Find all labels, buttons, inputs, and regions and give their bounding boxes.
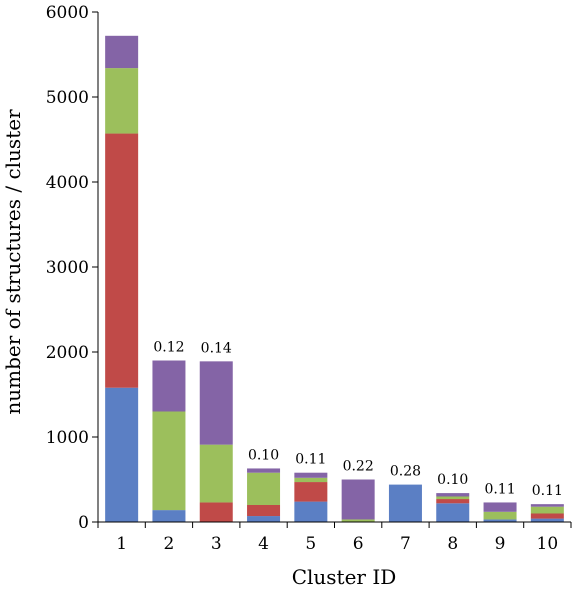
bar-annotation: 0.28: [390, 464, 421, 480]
y-axis-title: number of structures / cluster: [1, 109, 25, 415]
x-tick-label: 10: [537, 534, 559, 554]
bar-annotation: 0.10: [248, 447, 279, 463]
x-axis-title: Cluster ID: [292, 565, 397, 588]
bar-segment-cluster-1-series-2: [105, 133, 139, 388]
bar-segment-cluster-1-series-3: [105, 68, 139, 134]
bar-annotation: 0.11: [484, 481, 515, 497]
bar-segment-cluster-5-series-1: [294, 501, 328, 522]
bar-segment-cluster-2-series-4: [152, 360, 186, 412]
x-tick-label: 7: [400, 534, 411, 554]
bar-segment-cluster-5-series-2: [294, 482, 328, 502]
bar-segment-cluster-3-series-3: [199, 444, 233, 503]
bar-segment-cluster-8-series-2: [436, 499, 470, 504]
bar-annotation: 0.14: [201, 340, 232, 356]
bar-annotation: 0.11: [295, 452, 326, 468]
bar-segment-cluster-3-series-2: [199, 502, 233, 522]
bar-segment-cluster-10-series-3: [530, 506, 564, 514]
bar-segment-cluster-9-series-1: [483, 519, 517, 522]
bar-segment-cluster-1-series-4: [105, 35, 139, 69]
bar-segment-cluster-4-series-1: [247, 516, 281, 522]
bar-segment-cluster-2-series-1: [152, 510, 186, 522]
bar-segment-cluster-3-series-4: [199, 361, 233, 445]
bar-segment-cluster-8-series-4: [436, 493, 470, 497]
y-tick-label: 0: [78, 513, 89, 533]
bar-segment-cluster-10-series-4: [530, 504, 564, 507]
bar-segment-cluster-7-series-1: [388, 484, 422, 522]
x-tick-label: 8: [447, 534, 458, 554]
bar-segment-cluster-4-series-4: [247, 468, 281, 473]
bar-annotation: 0.12: [153, 340, 184, 356]
bar-segment-cluster-5-series-4: [294, 472, 328, 478]
bar-annotation: 0.10: [437, 472, 468, 488]
bar-segment-cluster-8-series-1: [436, 503, 470, 522]
bar-segment-cluster-4-series-3: [247, 472, 281, 505]
x-tick-label: 6: [353, 534, 364, 554]
y-tick-label: 6000: [46, 3, 89, 23]
x-tick-label: 2: [164, 534, 175, 554]
bar-annotation: 0.22: [343, 459, 374, 475]
y-axis-ticks: 0 1000 2000 3000 4000 5000 6000: [46, 3, 98, 533]
bar-segment-cluster-6-series-3: [341, 519, 375, 522]
y-tick-label: 3000: [46, 258, 89, 278]
y-tick-label: 4000: [46, 173, 89, 193]
bar-segment-cluster-10-series-1: [530, 518, 564, 522]
bar-segment-cluster-1-series-1: [105, 387, 139, 522]
x-tick-label: 5: [305, 534, 316, 554]
y-tick-label: 5000: [46, 88, 89, 108]
x-tick-label: 4: [258, 534, 269, 554]
bar-segment-cluster-6-series-4: [341, 479, 375, 520]
x-tick-label: 1: [116, 534, 127, 554]
y-tick-label: 1000: [46, 428, 89, 448]
bar-segment-cluster-5-series-3: [294, 477, 328, 483]
y-tick-label: 2000: [46, 343, 89, 363]
bar-segment-cluster-9-series-4: [483, 502, 517, 512]
bar-segment-cluster-9-series-3: [483, 511, 517, 520]
bars: [105, 35, 564, 522]
bar-segment-cluster-2-series-3: [152, 411, 186, 511]
bar-annotations: 0.12 0.14 0.10 0.11 0.22 0.28 0.10 0.11 0.11: [153, 340, 563, 500]
x-axis-ticks: 1 2 3 4 5 6 7 8 9 10: [97, 522, 572, 554]
bar-segment-cluster-4-series-2: [247, 505, 281, 517]
bar-segment-cluster-8-series-3: [436, 496, 470, 500]
x-tick-label: 3: [211, 534, 222, 554]
x-tick-label: 9: [495, 534, 506, 554]
bar-segment-cluster-10-series-2: [530, 513, 564, 519]
bar-annotation: 0.11: [532, 483, 563, 499]
